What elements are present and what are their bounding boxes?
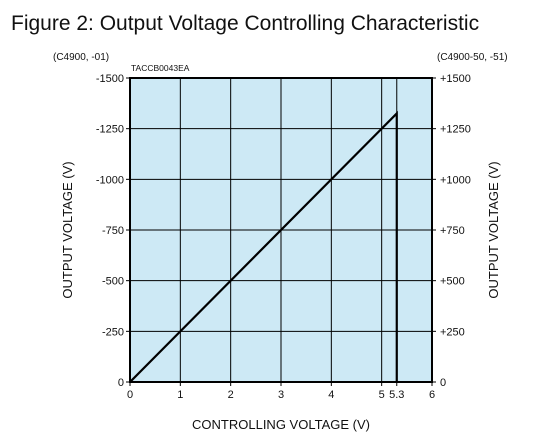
- right-y-axis-ticks: 0 +250 +500 +750 +1000 +1250 +1500: [432, 73, 471, 389]
- right-y-tick-label-2: +500: [440, 276, 465, 288]
- x-tick-label-7: 6: [429, 389, 435, 401]
- left-y-tick-label-5: -1250: [96, 124, 124, 136]
- x-tick-label-0: 0: [127, 389, 133, 401]
- figure-code-label: TACCB0043EA: [131, 63, 190, 73]
- right-y-tick-label-0: 0: [440, 377, 446, 389]
- x-axis-ticks: 0 1 2 3 4 5 5.3 6: [127, 382, 435, 401]
- right-y-tick-label-6: +1500: [440, 73, 471, 85]
- left-y-tick-label-2: -500: [102, 276, 124, 288]
- right-y-axis-label: OUTPUT VOLTAGE (V): [486, 161, 501, 298]
- x-tick-label-1: 1: [177, 389, 183, 401]
- x-tick-label-4: 4: [328, 389, 334, 401]
- series-line-0: [129, 110, 398, 383]
- right-y-tick-label-1: +250: [440, 326, 465, 338]
- right-y-tick-label-5: +1250: [440, 124, 471, 136]
- left-y-tick-label-1: -250: [102, 326, 124, 338]
- x-tick-label-5: 5: [379, 389, 385, 401]
- left-y-tick-label-4: -1000: [96, 174, 124, 186]
- left-y-tick-label-0: 0: [118, 377, 124, 389]
- chart-title: Figure 2: Output Voltage Controlling Cha…: [11, 12, 479, 35]
- right-y-tick-label-4: +1000: [440, 174, 471, 186]
- left-y-axis-label: OUTPUT VOLTAGE (V): [60, 161, 75, 298]
- right-y-tick-label-3: +750: [440, 225, 465, 237]
- x-axis-label: CONTROLLING VOLTAGE (V): [192, 417, 370, 432]
- x-tick-label-6: 5.3: [389, 389, 404, 401]
- left-axis-model-label: (C4900, -01): [53, 52, 109, 63]
- x-tick-label-2: 2: [228, 389, 234, 401]
- series-group: [129, 110, 398, 383]
- right-axis-model-label: (C4900-50, -51): [437, 52, 508, 63]
- left-y-axis-ticks: 0 -250 -500 -750 -1000 -1250 -1500: [96, 73, 130, 389]
- left-y-tick-label-6: -1500: [96, 73, 124, 85]
- x-tick-label-3: 3: [278, 389, 284, 401]
- left-y-tick-label-3: -750: [102, 225, 124, 237]
